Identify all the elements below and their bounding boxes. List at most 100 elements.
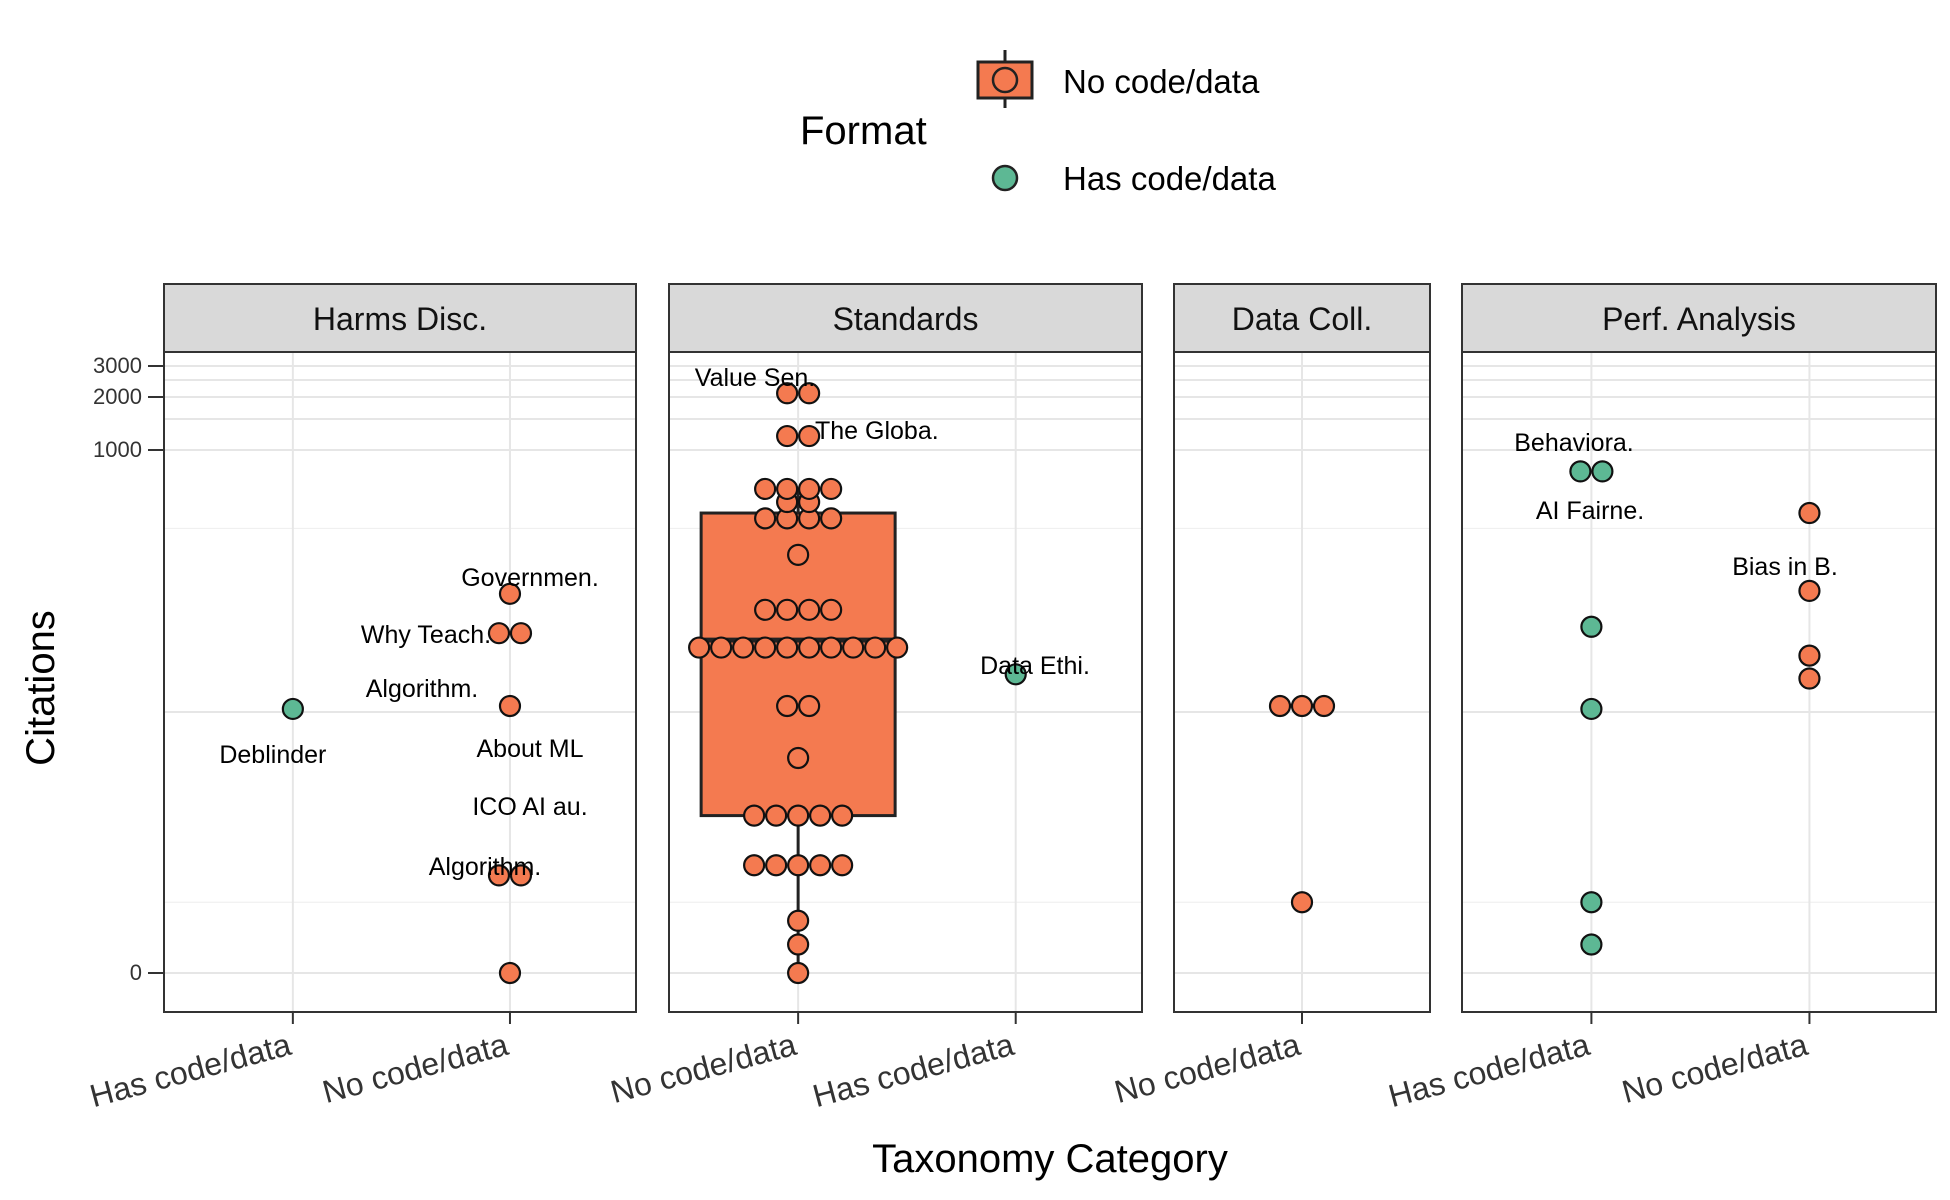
data-point (1268, 694, 1292, 718)
legend-key-has-code (991, 164, 1019, 192)
data-point (820, 507, 843, 530)
y-tick-labels: 0 1000 2000 3000 (93, 353, 164, 985)
y-axis-title: Citations (19, 610, 63, 766)
data-point (765, 854, 788, 877)
facet-strip (1461, 283, 1937, 353)
data-point (498, 961, 522, 985)
facet-title: Perf. Analysis (1602, 301, 1796, 337)
facet-title: Harms Disc. (313, 301, 487, 337)
x-tick-label: Has code/data (1385, 1026, 1594, 1114)
facet-panel: Data Coll. No code/data (1111, 283, 1431, 1110)
x-tick-label: Has code/data (809, 1026, 1018, 1114)
data-point (732, 636, 755, 659)
data-point (831, 804, 854, 827)
data-point (1290, 891, 1314, 914)
data-point (1312, 694, 1336, 718)
data-point (820, 598, 843, 621)
data-point (787, 854, 810, 877)
data-point (743, 854, 766, 877)
facet-title: Data Coll. (1232, 301, 1373, 337)
point-annotation: Algorithm. (366, 675, 479, 703)
data-point (509, 864, 533, 887)
x-tick-label: No code/data (1618, 1026, 1811, 1110)
data-point (1569, 460, 1592, 483)
data-point (798, 694, 821, 718)
data-point (743, 804, 766, 827)
data-point (820, 636, 843, 659)
panel-border (1461, 351, 1937, 1013)
data-point (487, 622, 511, 645)
data-point (842, 636, 865, 659)
data-point (1798, 667, 1821, 690)
data-point (1591, 460, 1614, 483)
y-tick-label: 3000 (93, 353, 142, 378)
facet-panel: Perf. Analysis Has code/data No code/data B… (1385, 283, 1937, 1114)
data-point (787, 933, 810, 956)
y-tick-label: 2000 (93, 384, 142, 409)
data-point (1004, 663, 1027, 686)
point-annotation: ICO AI au. (472, 793, 587, 821)
data-point (776, 477, 799, 501)
point-annotation: Data Ethi. (980, 652, 1090, 680)
data-point (1580, 891, 1603, 914)
data-point (864, 636, 887, 659)
point-annotation: Algorithm. (429, 853, 542, 881)
data-point (787, 746, 810, 770)
facet-panel: Harms Disc. Has code/data No code/data Debl… (86, 283, 637, 1114)
data-point (1580, 697, 1603, 721)
data-point (498, 694, 522, 718)
data-point (798, 636, 821, 659)
panel-border (1173, 351, 1431, 1013)
legend-label-has-code: Has code/data (1063, 160, 1276, 197)
point-annotation: Deblinder (219, 741, 326, 769)
data-point (688, 636, 711, 659)
data-point (798, 598, 821, 621)
data-point (1798, 501, 1821, 525)
data-point (798, 424, 821, 448)
point-annotation: Why Teach. (361, 621, 491, 649)
y-tick-label: 1000 (93, 437, 142, 462)
data-point (776, 424, 799, 448)
facet-panels: Harms Disc.Has code/data No code/dataDebl… (86, 283, 1937, 1114)
legend: Format No code/data Has code/data (800, 50, 1276, 197)
facet-strip (1173, 283, 1431, 353)
data-point (754, 507, 777, 530)
panel-border (668, 351, 1143, 1013)
point-annotation: AI Fairne. (1536, 497, 1644, 525)
legend-label-no-code: No code/data (1063, 63, 1260, 100)
y-tick-label: 0 (130, 960, 142, 985)
data-point (886, 636, 909, 659)
data-point (787, 961, 810, 985)
facet-panel: Standards No code/data Has code/data Value … (607, 283, 1143, 1114)
facet-title: Standards (833, 301, 979, 337)
data-point (754, 477, 777, 501)
data-point (1798, 579, 1821, 602)
data-point (498, 582, 522, 605)
y-axis: Citations 0 1000 2000 3000 (19, 353, 164, 985)
x-tick-label: Has code/data (86, 1026, 295, 1114)
point-annotation: Bias in B. (1732, 553, 1838, 581)
data-point (787, 909, 810, 932)
facet-strip (668, 283, 1143, 353)
data-point (776, 694, 799, 718)
x-tick-label: No code/data (607, 1026, 800, 1110)
data-point (487, 864, 511, 887)
panel-border (163, 351, 637, 1013)
point-annotation: The Globa. (815, 417, 939, 445)
data-point (820, 477, 843, 501)
data-point (809, 804, 832, 827)
data-point (1290, 694, 1314, 718)
data-point (798, 477, 821, 501)
x-tick-label: No code/data (1111, 1026, 1304, 1110)
data-point (776, 382, 799, 405)
data-point (754, 636, 777, 659)
data-point (710, 636, 733, 659)
data-point (1798, 644, 1821, 667)
data-point (281, 697, 304, 721)
point-annotation: About ML (476, 735, 583, 763)
data-point (798, 382, 821, 405)
point-annotation: Behaviora. (1514, 429, 1634, 457)
data-point (831, 854, 854, 877)
data-point (776, 636, 799, 659)
